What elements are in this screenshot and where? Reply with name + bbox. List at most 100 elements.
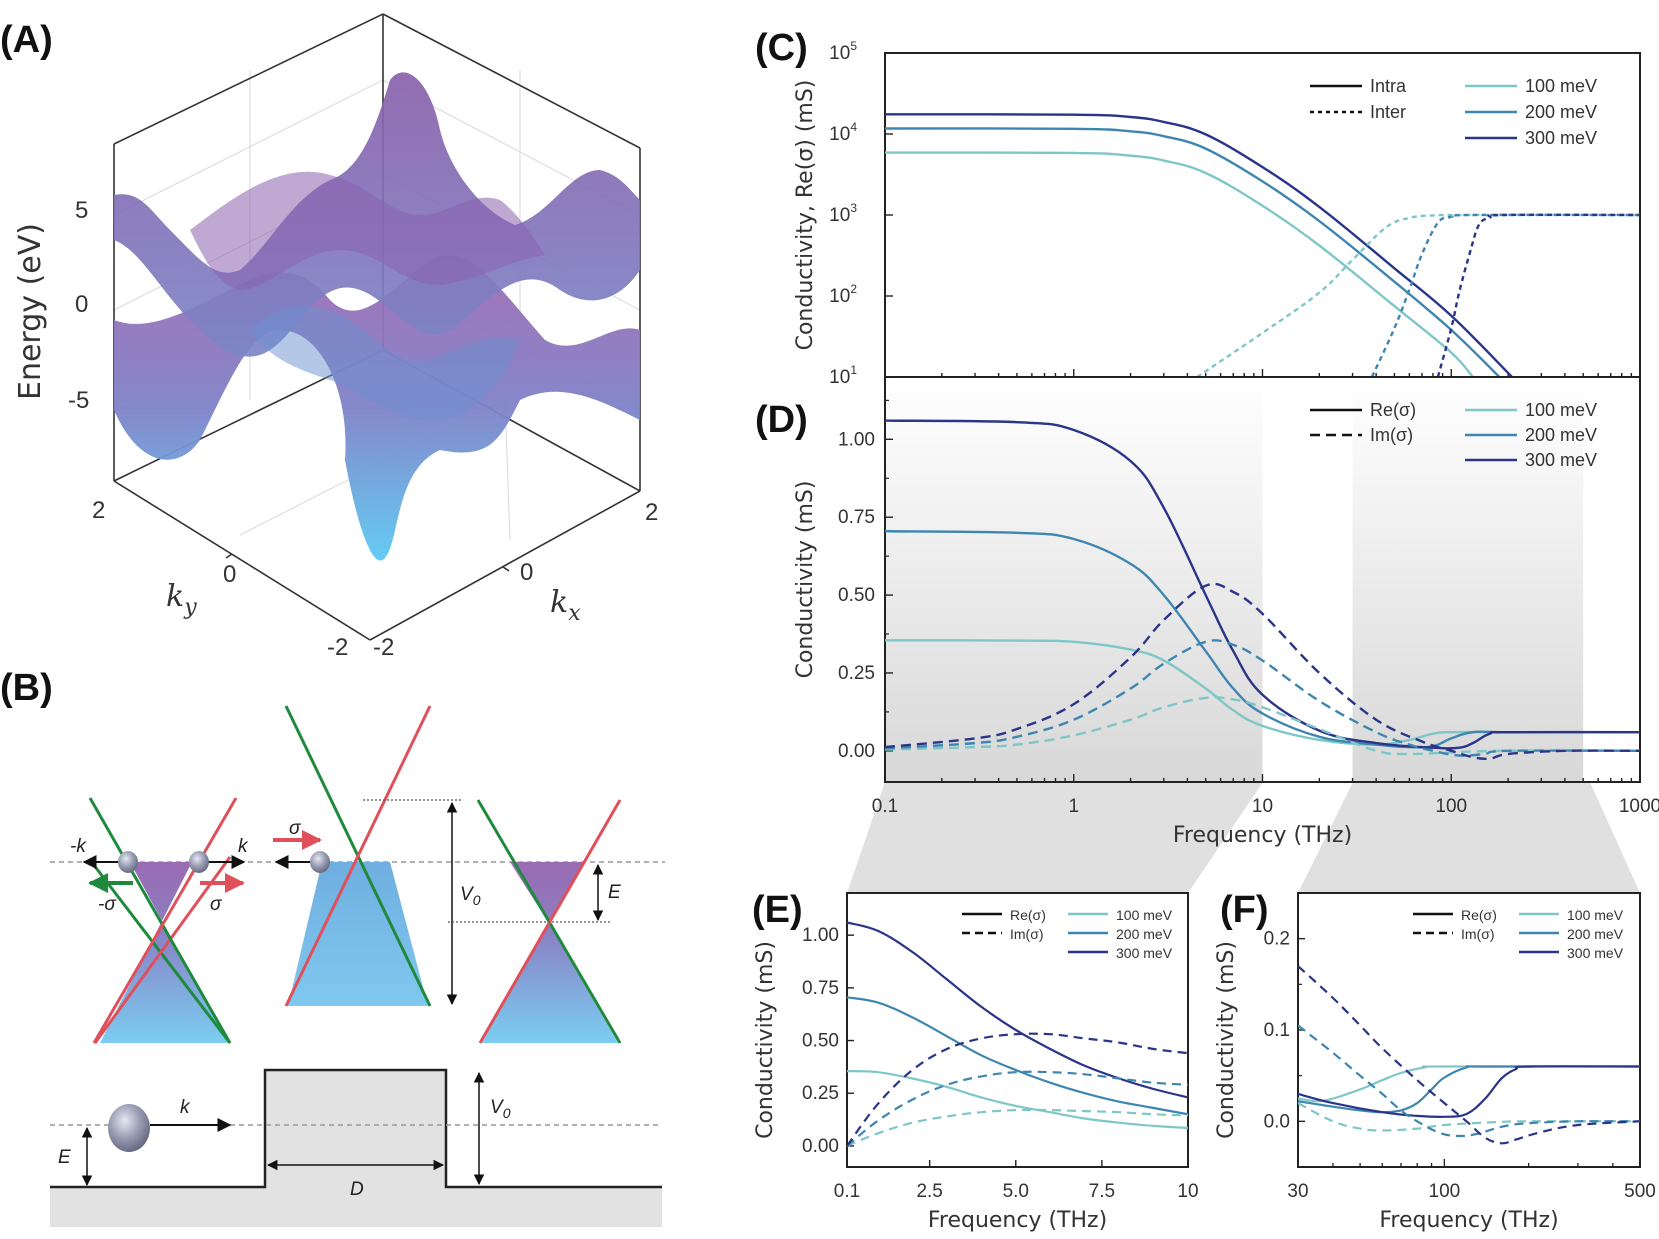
label-v0: V0 <box>460 884 481 908</box>
y-axis-title: Conductivity (mS) <box>753 941 778 1139</box>
legend-label-energy: 200 meV <box>1567 926 1624 942</box>
series-line-300-mev-im <box>847 1032 1188 1147</box>
red-band-line <box>284 705 432 1007</box>
kx-tick: -2 <box>373 634 394 661</box>
label-e: E <box>608 882 621 903</box>
legend-label-energy: 300 meV <box>1567 945 1624 961</box>
electron-ball <box>189 851 209 873</box>
series-line-100-mev-re <box>885 639 1640 746</box>
middle-band-highlight <box>190 171 545 290</box>
legend: Re(σ) Im(σ) 100 meV 200 meV 300 meV <box>962 907 1173 961</box>
panel-label-f: (F) <box>1220 889 1269 931</box>
z-axis-title: Energy (eV) <box>13 223 48 400</box>
legend: Re(σ) Im(σ) 100 meV 200 meV 300 meV <box>1413 907 1624 961</box>
legend-label-dashed: Inter <box>1370 102 1406 122</box>
kx-tick: 2 <box>645 499 658 526</box>
dirac-cone-right: E <box>448 799 622 1044</box>
legend-label-solid: Re(σ) <box>1461 907 1497 923</box>
red-band-line <box>93 856 232 1044</box>
y-tick-label: 102 <box>829 282 857 307</box>
y-axis-title: Conductivity (mS) <box>1214 941 1239 1139</box>
panel-a: (A) <box>0 13 658 661</box>
dirac-cone-middle: σ V0 <box>273 705 481 1007</box>
shaded-range <box>885 377 1263 782</box>
red-band-line <box>92 797 238 1044</box>
cone-fill-top <box>130 862 192 921</box>
y-tick-label: 0.0 <box>1264 1111 1290 1132</box>
legend-label-energy: 200 meV <box>1116 926 1173 942</box>
series-line-100-mev-inter <box>1196 213 1640 377</box>
ky-tick: 2 <box>92 497 105 524</box>
series-line-300-mev-intra <box>885 113 1513 377</box>
legend-label-energy: 100 meV <box>1525 400 1597 420</box>
z-tick: 5 <box>75 197 88 224</box>
series-line-300-mev-re <box>885 419 1640 750</box>
z-tick: -5 <box>68 387 89 414</box>
label-k: k <box>238 836 249 857</box>
cone-fill-top <box>510 862 585 922</box>
y-tick-label: 0.2 <box>1264 929 1290 950</box>
x-axis-title: Frequency (THz) <box>928 1208 1107 1233</box>
cone-fill-bottom <box>100 921 230 1043</box>
electron-ball <box>118 851 138 873</box>
panel-label-c: (C) <box>755 27 808 69</box>
zoom-connector-f <box>1298 782 1640 893</box>
legend-label-dashed: Im(σ) <box>1010 926 1044 942</box>
ky-axis-title: ky <box>166 579 197 620</box>
cone-fill <box>288 862 428 1006</box>
shaded-range <box>1352 377 1584 782</box>
x-tick-label: 0.1 <box>872 796 898 817</box>
series-line-100-mev-re <box>847 1070 1188 1130</box>
y-tick-label: 0.50 <box>802 1031 839 1052</box>
y-tick-label: 0.50 <box>838 585 875 606</box>
y-axis-title: Conductivity (mS) <box>793 481 818 679</box>
panel-e: 0.1 2.5 5.0 7.5 10 0.00 0.25 0.50 0.75 1.00 Freque… <box>752 889 1199 1233</box>
y-tick-label: 103 <box>829 201 857 226</box>
kx-tick: 0 <box>520 559 533 586</box>
y-tick-label: 0.00 <box>838 741 875 762</box>
y-tick-label: 101 <box>829 363 857 388</box>
y-tick-label: 1.00 <box>802 925 839 946</box>
band-surface <box>114 72 640 561</box>
y-tick-label: 104 <box>829 120 857 145</box>
x-tick-label: 10 <box>1177 1181 1198 1202</box>
zoom-connector-e <box>847 782 1263 893</box>
y-axis-title: Conductivity, Re(σ) (mS) <box>793 80 818 351</box>
series-line-200-mev-im <box>1298 1024 1640 1138</box>
x-tick-label: 100 <box>1435 796 1467 817</box>
x-tick-label: 30 <box>1287 1181 1308 1202</box>
electron-ball <box>108 1104 150 1152</box>
series-group <box>847 921 1188 1147</box>
legend-label-energy: 100 meV <box>1567 907 1624 923</box>
label-minus-k: -k <box>70 836 87 857</box>
y-tick-label: 1.00 <box>838 429 875 450</box>
lower-band-highlight <box>250 306 520 420</box>
potential-barrier: k E D V0 <box>50 1068 662 1227</box>
series-group <box>885 419 1640 761</box>
x-tick-label: 10 <box>1252 796 1273 817</box>
series-group <box>885 113 1640 377</box>
legend-label-energy: 300 meV <box>1525 450 1597 470</box>
x-tick-label: 2.5 <box>916 1181 942 1202</box>
label-minus-sigma: -σ <box>98 894 117 915</box>
series-line-300-mev-re <box>847 921 1188 1099</box>
y-tick-label: 0.1 <box>1264 1020 1290 1041</box>
x-tick-label: 5.0 <box>1003 1181 1029 1202</box>
series-line-300-mev-im <box>885 582 1640 761</box>
barrier-fill <box>50 1070 662 1227</box>
legend-label-dashed: Im(σ) <box>1370 425 1413 445</box>
ky-tick: -2 <box>327 634 348 661</box>
series-line-200-mev-intra <box>885 127 1501 377</box>
ky-tick: 0 <box>223 561 236 588</box>
label-sigma: σ <box>210 894 223 915</box>
legend-label-energy: 300 meV <box>1116 945 1173 961</box>
series-group <box>1298 965 1640 1145</box>
legend-label-solid: Re(σ) <box>1010 907 1046 923</box>
legend-label-energy: 100 meV <box>1525 76 1597 96</box>
panel-label-d: (D) <box>755 399 808 441</box>
legend: Intra Inter 100 meV 200 meV 300 meV <box>1310 76 1597 148</box>
legend-label-solid: Intra <box>1370 76 1407 96</box>
series-line-200-mev-inter <box>1370 213 1640 377</box>
x-tick-label: 0.1 <box>834 1181 860 1202</box>
